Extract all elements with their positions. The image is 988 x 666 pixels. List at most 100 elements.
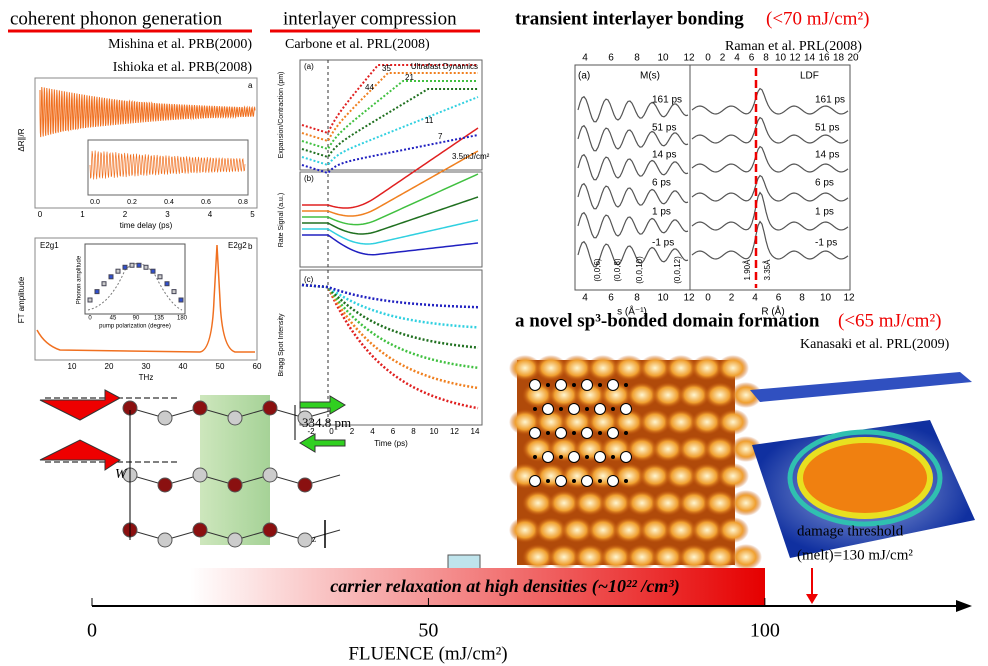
stm-blob xyxy=(730,490,762,516)
fluence-condition: (<65 mJ/cm²) xyxy=(838,310,941,331)
inset-point xyxy=(179,298,183,302)
stm-blob xyxy=(717,409,749,435)
damage-arrowhead xyxy=(806,594,818,604)
inset-point xyxy=(158,275,162,279)
x-tick-label: 10 xyxy=(430,427,439,436)
x-tick-label: 0 xyxy=(38,210,43,219)
top-layer xyxy=(750,372,972,402)
x-tick-label: 4 xyxy=(752,293,758,304)
axis-label: M(s) xyxy=(640,71,660,82)
x-tick-label: 4 xyxy=(582,293,588,304)
top-tick-label: 18 xyxy=(833,53,845,64)
atom xyxy=(263,401,277,415)
inset-tick-label: 0.4 xyxy=(164,199,174,206)
atom xyxy=(193,468,207,482)
relaxation-label: carrier relaxation at high densities (~1… xyxy=(330,576,679,597)
axis-label: LDF xyxy=(800,71,819,82)
stm-blob xyxy=(717,355,749,381)
site-open xyxy=(543,404,554,415)
inset-point xyxy=(123,265,127,269)
atom xyxy=(298,478,312,492)
top-tick-label: 10 xyxy=(657,53,669,64)
top-tick-label: 4 xyxy=(734,53,740,64)
site-open xyxy=(556,380,567,391)
x-tick-label: 8 xyxy=(634,293,640,304)
panel-tag: (a) xyxy=(304,62,314,71)
axis-label: THz xyxy=(139,373,154,382)
site-dot xyxy=(559,455,563,459)
axis-label: s (Å⁻¹) xyxy=(617,305,647,318)
delay-label: 1 ps xyxy=(815,207,834,218)
inset-point xyxy=(102,282,106,286)
site-dot xyxy=(611,407,615,411)
top-tick-label: 4 xyxy=(582,53,588,64)
atom xyxy=(228,533,242,547)
axis-label: Rate Signal (a.u.) xyxy=(278,193,285,247)
fluence-label: 3.5mJ/cm² xyxy=(452,152,490,161)
domain xyxy=(800,440,930,516)
top-tick-label: 6 xyxy=(749,53,755,64)
inset-axis-label: Phonon amplitude xyxy=(77,255,83,304)
site-open xyxy=(608,428,619,439)
site-dot xyxy=(546,383,550,387)
site-open xyxy=(582,476,593,487)
x-tick-label: 0 xyxy=(705,293,711,304)
inset-tick-label: 0.2 xyxy=(127,199,137,206)
axis-label: ΔR∥/R xyxy=(17,128,26,151)
inset-point xyxy=(130,263,134,267)
peak-label: E2g2 xyxy=(228,241,247,250)
inset-tick-label: 0.8 xyxy=(238,199,248,206)
x-tick-label: 6 xyxy=(608,293,614,304)
section-title: interlayer compression xyxy=(283,8,457,29)
inset-point xyxy=(151,269,155,273)
delay-label: 161 ps xyxy=(815,95,845,106)
site-dot xyxy=(585,455,589,459)
green-arrow xyxy=(300,434,345,452)
bragg-curve xyxy=(302,285,478,408)
site-dot xyxy=(611,455,615,459)
site-dot xyxy=(585,407,589,411)
compress-arrow xyxy=(40,390,120,420)
inset-point xyxy=(109,275,113,279)
delay-label: 6 ps xyxy=(652,178,671,189)
peak-label: (0,0,12) xyxy=(673,256,682,284)
site-open xyxy=(621,452,632,463)
x-tick-label: 50 xyxy=(418,620,438,642)
inset-tick-label: 90 xyxy=(133,316,140,322)
stm-blob xyxy=(717,517,749,543)
peak-label: E2g1 xyxy=(40,241,59,250)
atom xyxy=(193,523,207,537)
x-tick-label: 100 xyxy=(750,620,780,642)
x-tick-label: 4 xyxy=(208,210,213,219)
x-tick-label: 1 xyxy=(80,210,85,219)
site-open xyxy=(569,452,580,463)
delay-label: 14 ps xyxy=(815,150,839,161)
panel-tag: (c) xyxy=(304,275,314,284)
axis-label: Bragg Spot Intensity xyxy=(278,313,285,377)
inset-tick-label: 45 xyxy=(110,316,117,322)
inset-point xyxy=(116,269,120,273)
inset-tick-label: 135 xyxy=(154,316,165,322)
profile-curve xyxy=(578,184,688,209)
reference: Carbone et al. PRL(2008) xyxy=(285,37,430,52)
site-open xyxy=(569,404,580,415)
axis-label: R (Å) xyxy=(761,305,784,318)
site-dot xyxy=(624,383,628,387)
site-open xyxy=(530,476,541,487)
profile-curve xyxy=(578,213,688,238)
x-tick-label: 20 xyxy=(105,362,114,371)
compress-arrow xyxy=(40,440,120,470)
x-tick-label: 2 xyxy=(729,293,735,304)
site-dot xyxy=(598,383,602,387)
site-open xyxy=(556,476,567,487)
site-dot xyxy=(572,383,576,387)
atom xyxy=(298,533,312,547)
top-tick-label: 16 xyxy=(818,53,830,64)
damage-label: (melt)=130 mJ/cm² xyxy=(797,547,913,563)
atom xyxy=(228,411,242,425)
delay-label: 1 ps xyxy=(652,207,671,218)
site-open xyxy=(582,380,593,391)
section-title: transient interlayer bonding xyxy=(515,8,744,29)
axis-arrowhead xyxy=(956,600,972,612)
reference: Mishina et al. PRB(2000) xyxy=(108,37,252,52)
